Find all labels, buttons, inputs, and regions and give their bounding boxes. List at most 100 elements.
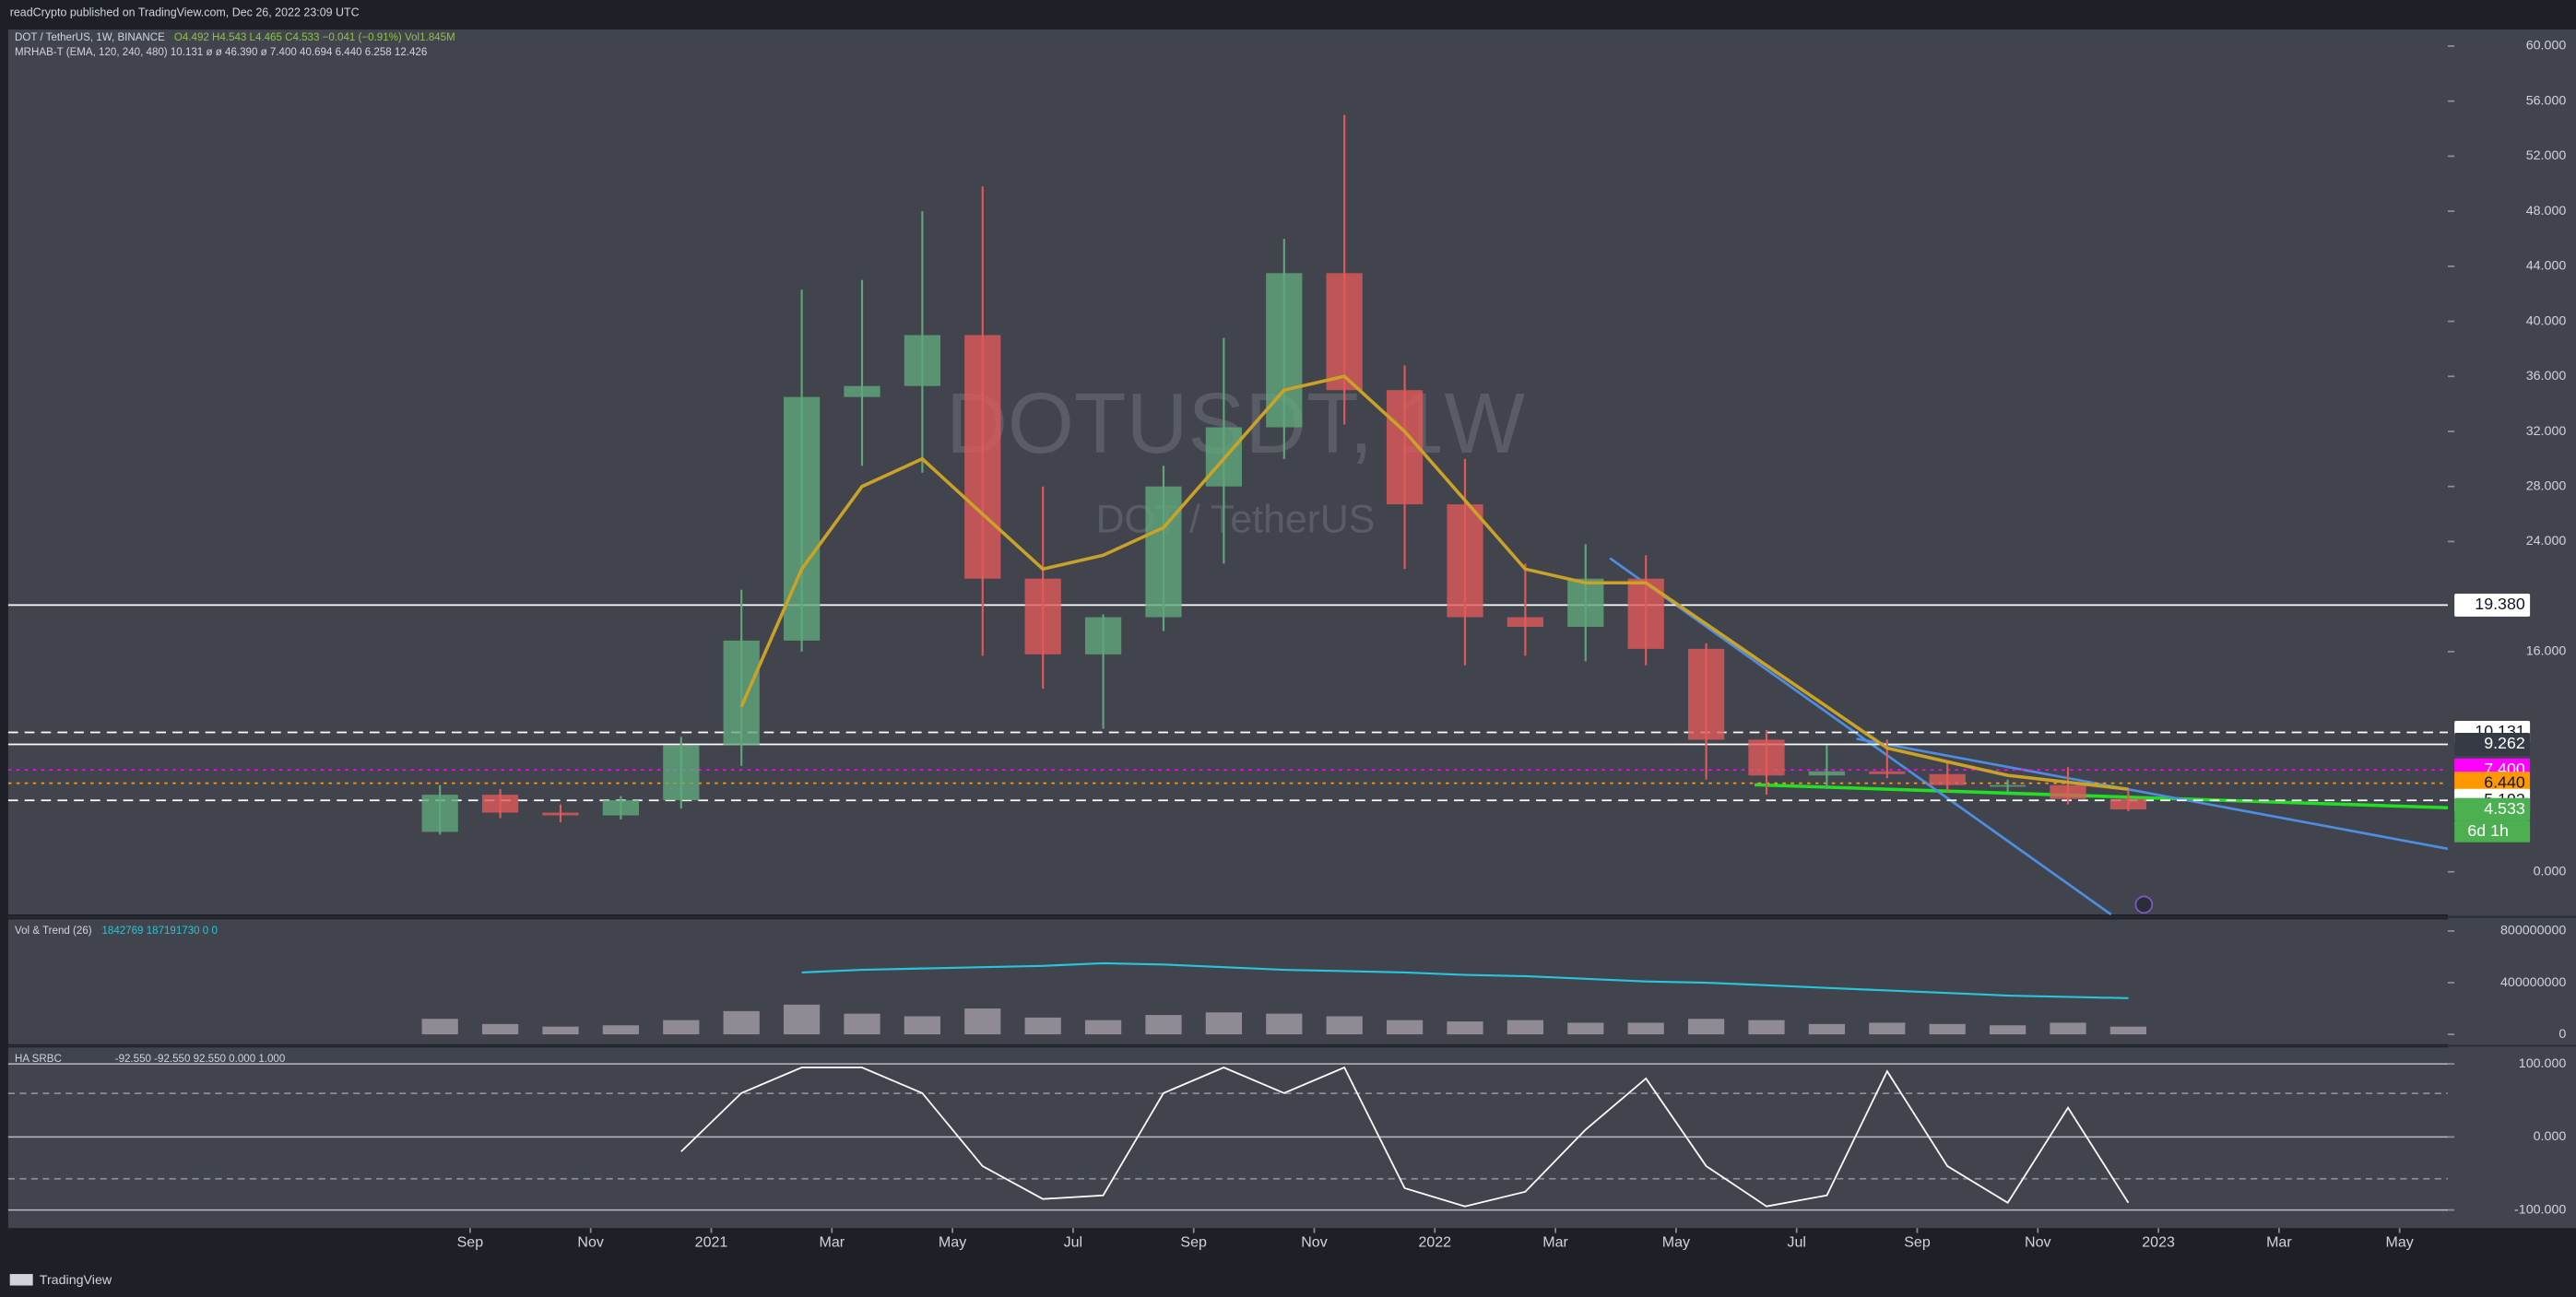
candle-body: [1145, 486, 1182, 618]
y-tick-label: -100.000: [2514, 1202, 2566, 1217]
volume-bar: [1808, 1023, 1846, 1035]
y-tick-label: 60.000: [2526, 39, 2567, 53]
price-label: 4.533: [2484, 799, 2525, 818]
candle-body: [542, 812, 579, 816]
volume-bar: [2109, 1026, 2147, 1035]
volume-bar: [542, 1026, 579, 1035]
volume-bar: [1567, 1022, 1604, 1035]
line: [739, 374, 2129, 791]
countdown-box: [2454, 820, 2531, 843]
x-tick-label: Sep: [457, 1233, 484, 1250]
candle-body: [1567, 578, 1604, 627]
price-label-box: [2454, 593, 2531, 617]
x-tick-label: Sep: [1180, 1233, 1207, 1250]
x-tick-label: Nov: [2025, 1233, 2050, 1250]
oscillator-pane: [7, 1047, 2449, 1229]
y-tick-label: 800000000: [2500, 924, 2566, 938]
candle-body: [2050, 784, 2086, 799]
candle-body: [783, 396, 821, 641]
price-label-box: [2454, 797, 2531, 821]
pane-title: HA SRBC: [15, 1054, 62, 1065]
candle-body: [1687, 648, 1725, 740]
indicator-legend: MRHAB-T (EMA, 120, 240, 480) 10.131 ø ø …: [15, 47, 427, 58]
volume-bar: [964, 1008, 1001, 1035]
volume-bar: [1989, 1025, 2027, 1035]
volume-bar: [723, 1010, 760, 1035]
pane-values: 1842769 187191730 0 0: [101, 926, 217, 937]
volume-bar: [421, 1019, 458, 1035]
pane-title: Vol & Trend (26): [15, 926, 92, 937]
legend: DOT / TetherUS, 1W, BINANCE: [15, 32, 165, 43]
trend-line: [1609, 557, 2112, 916]
volume-bar: [1507, 1020, 1544, 1035]
y-tick-label: 0: [2558, 1027, 2566, 1042]
candle-body: [1447, 504, 1483, 618]
volume-bar: [1386, 1020, 1424, 1035]
candle-body: [1748, 739, 1785, 776]
y-tick-label: 48.000: [2526, 204, 2567, 218]
volume-bar: [1627, 1022, 1664, 1035]
volume-bar: [1687, 1019, 1725, 1035]
volume-bar: [2050, 1022, 2086, 1035]
volume-bar: [1447, 1021, 1483, 1035]
x-tick-label: Mar: [819, 1233, 845, 1250]
line: [680, 1066, 2130, 1208]
x-tick-label: Jul: [1787, 1233, 1805, 1250]
x-tick-label: Nov: [577, 1233, 603, 1250]
watermark-sub: DOT / TetherUS: [1096, 498, 1376, 542]
y-tick-label: 44.000: [2526, 259, 2567, 274]
line: [801, 961, 2129, 999]
candle-body: [1929, 773, 1966, 785]
volume-bar: [1869, 1022, 1906, 1035]
y-tick-label: 100.000: [2519, 1056, 2567, 1071]
x-tick-label: 2021: [695, 1233, 728, 1250]
x-tick-label: Mar: [2266, 1233, 2292, 1250]
y-tick-label: 400000000: [2500, 975, 2566, 990]
candle-body: [2109, 798, 2147, 810]
candle-body: [1989, 784, 2027, 787]
x-tick-label: 2023: [2142, 1233, 2175, 1250]
volume-bar: [663, 1020, 700, 1035]
trend-line: [1754, 783, 2449, 810]
candle-body: [844, 385, 880, 397]
volume-bar: [904, 1016, 941, 1035]
candle-body: [663, 745, 700, 801]
y-tick-label: 40.000: [2526, 313, 2567, 328]
candle-body: [964, 335, 1001, 579]
price-scale: [2448, 29, 2576, 1229]
candle-body: [1808, 771, 1846, 776]
volume-bar: [1748, 1020, 1785, 1035]
y-tick-label: 24.000: [2526, 534, 2567, 548]
brand-logo: [9, 1274, 33, 1286]
x-tick-label: Nov: [1301, 1233, 1327, 1250]
volume-bar: [844, 1013, 880, 1035]
x-tick-label: Mar: [1542, 1233, 1568, 1250]
price-label: 19.380: [2475, 595, 2525, 613]
candle-body: [1869, 771, 1906, 774]
trend-line: [1856, 737, 2449, 851]
volume-bar: [602, 1025, 639, 1035]
legend-ohlc: O4.492 H4.543 L4.465 C4.533 −0.041 (−0.9…: [174, 32, 455, 43]
candle-body: [904, 335, 941, 386]
candle-body: [1024, 578, 1061, 654]
candle-body: [1507, 617, 1544, 627]
candle-body: [1627, 578, 1664, 649]
price-label-box: [2454, 732, 2531, 756]
x-tick-label: May: [939, 1233, 966, 1250]
volume-bar: [481, 1023, 519, 1035]
events-icon[interactable]: [2134, 895, 2154, 914]
candle-body: [1084, 617, 1122, 654]
candle-body: [602, 800, 639, 816]
y-tick-label: 16.000: [2526, 644, 2567, 659]
volume-bar: [1266, 1013, 1303, 1035]
price-label: 6.440: [2484, 772, 2525, 791]
y-tick-label: 0.000: [2534, 865, 2567, 879]
volume-bar: [1326, 1016, 1363, 1035]
x-tick-label: May: [1662, 1233, 1690, 1250]
x-tick-label: 2022: [1418, 1233, 1451, 1250]
candle-body: [481, 795, 519, 813]
volume-bar: [1205, 1012, 1243, 1035]
candle-body: [421, 795, 458, 832]
candle-body: [723, 640, 760, 746]
